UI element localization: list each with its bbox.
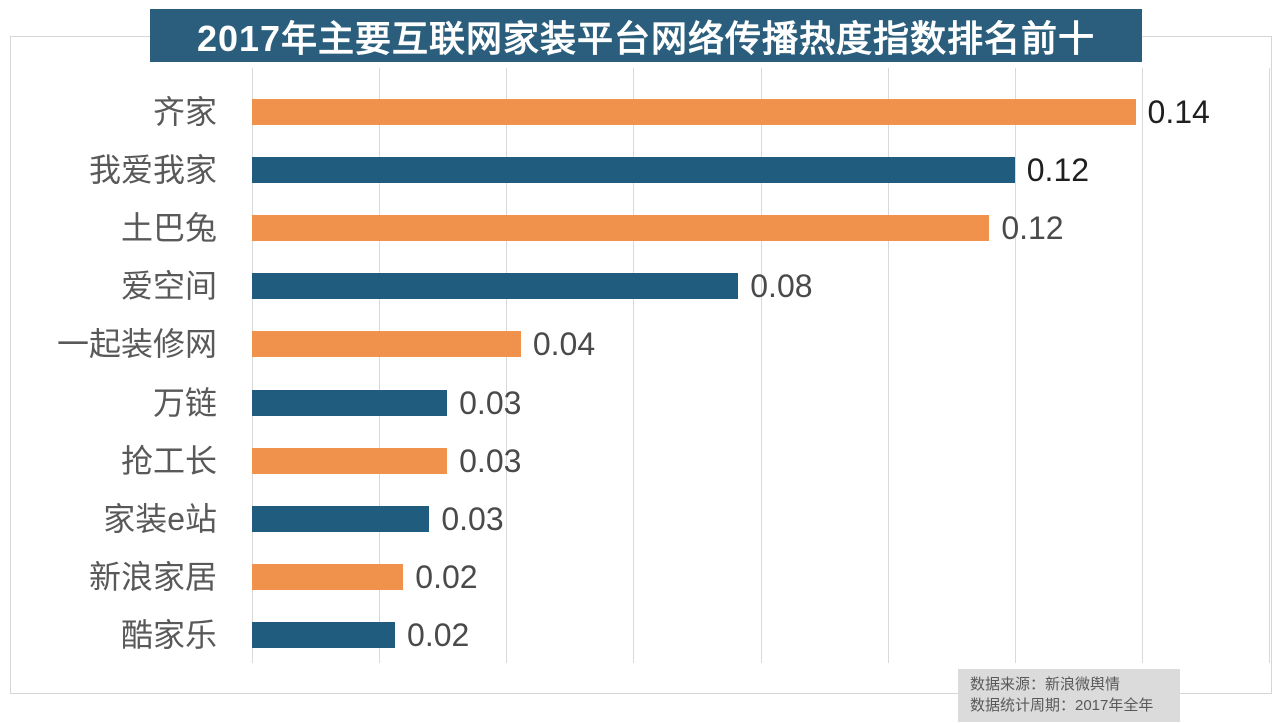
category-label: 万链 xyxy=(152,384,217,421)
chart-title: 2017年主要互联网家装平台网络传播热度指数排名前十 xyxy=(150,9,1142,62)
category-label: 家装e站 xyxy=(103,500,217,537)
bar xyxy=(252,389,448,416)
bar xyxy=(252,215,990,242)
category-label: 抢工长 xyxy=(120,442,217,479)
bar xyxy=(252,157,1015,184)
value-label: 0.02 xyxy=(407,616,470,653)
category-label: 爱空间 xyxy=(120,268,217,305)
value-label: 0.14 xyxy=(1147,94,1210,130)
bar xyxy=(252,273,739,300)
bar xyxy=(252,563,404,590)
category-label: 一起装修网 xyxy=(56,326,217,363)
bar xyxy=(252,99,1136,125)
category-label: 我爱我家 xyxy=(88,152,217,189)
category-label: 酷家乐 xyxy=(120,616,217,653)
value-label: 0.08 xyxy=(750,268,813,305)
gridline xyxy=(1269,68,1270,663)
value-label: 0.02 xyxy=(415,558,478,595)
value-label: 0.03 xyxy=(459,384,522,421)
value-label: 0.04 xyxy=(532,326,596,363)
category-label: 齐家 xyxy=(152,94,217,130)
source-box: 数据来源：新浪微舆情 数据统计周期：2017年全年 xyxy=(958,669,1180,722)
category-label: 新浪家居 xyxy=(88,558,217,595)
category-axis-line xyxy=(252,68,253,663)
gridline xyxy=(760,68,762,663)
source-line: 数据来源：新浪微舆情 xyxy=(970,676,1121,693)
gridline xyxy=(887,68,889,663)
category-axis-labels: 齐家我爱我家土巴兔爱空间一起装修网万链抢工长家装e站新浪家居酷家乐 xyxy=(15,68,217,663)
gridline xyxy=(1014,68,1016,663)
value-label: 0.03 xyxy=(459,442,522,479)
gridline xyxy=(506,68,508,663)
gridline xyxy=(633,68,635,663)
bar xyxy=(252,447,448,474)
value-label: 0.03 xyxy=(441,500,504,537)
gridline xyxy=(379,68,381,663)
gridline xyxy=(1141,68,1143,663)
source-period-line: 数据统计周期：2017年全年 xyxy=(970,697,1154,714)
value-label: 0.12 xyxy=(1026,152,1090,189)
bar xyxy=(252,331,521,358)
chart-border-box xyxy=(10,36,1272,694)
category-label: 土巴兔 xyxy=(120,210,217,247)
value-label: 0.12 xyxy=(1001,210,1064,247)
bar xyxy=(252,621,396,648)
plot-area: 0.14 0.12 0.12 0.08 0.04 0.03 0.03 0.03 0.02 0.02 xyxy=(252,68,1270,663)
bar xyxy=(252,505,430,532)
